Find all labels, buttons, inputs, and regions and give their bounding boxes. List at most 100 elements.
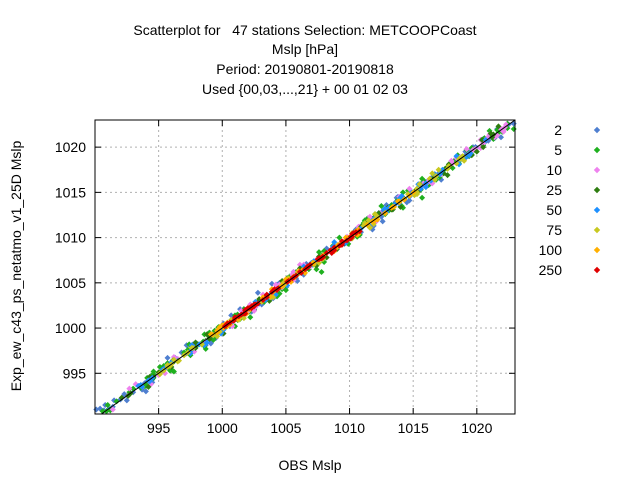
data-point <box>242 310 249 317</box>
data-point <box>439 166 446 173</box>
x-tick-label: 1005 <box>270 420 301 436</box>
x-tick-label: 1020 <box>461 420 492 436</box>
data-point <box>426 175 433 182</box>
grid-layer <box>95 120 515 414</box>
y-tick-label: 1005 <box>55 275 86 291</box>
data-point <box>463 145 470 152</box>
legend-marker-2 <box>593 126 601 134</box>
legend-marker-250 <box>593 266 601 274</box>
data-point <box>503 121 510 128</box>
legend-label-250: 250 <box>539 262 563 278</box>
data-point <box>145 383 152 390</box>
y-tick-label: 1010 <box>55 230 86 246</box>
data-point <box>331 239 338 246</box>
data-point <box>207 331 214 338</box>
data-point <box>113 398 120 405</box>
data-point <box>473 148 480 155</box>
data-point <box>331 247 338 254</box>
data-point <box>338 238 345 245</box>
legend-label-10: 10 <box>546 162 562 178</box>
data-point <box>379 218 386 225</box>
legend-marker-10 <box>593 166 601 174</box>
data-point <box>135 382 142 389</box>
data-point <box>247 314 254 321</box>
data-point <box>118 394 125 401</box>
data-point <box>263 291 270 298</box>
plot-frame <box>94 119 516 415</box>
data-point <box>123 397 130 404</box>
ticks-layer: 995 1000 1005 1010 1015 1020 995 1000 1005 1010 10… <box>55 120 515 436</box>
data-point <box>478 136 485 143</box>
data-point <box>500 128 507 135</box>
data-point <box>198 341 205 348</box>
data-point <box>444 172 451 179</box>
data-point <box>318 268 325 275</box>
data-point <box>99 408 106 415</box>
data-point <box>467 150 474 157</box>
legend-label-75: 75 <box>546 222 562 238</box>
data-point <box>240 315 247 322</box>
data-point <box>372 211 378 218</box>
data-point <box>416 181 423 188</box>
data-point <box>406 197 413 204</box>
y-tick-label: 1020 <box>55 139 86 155</box>
legend-label-50: 50 <box>546 202 562 218</box>
data-point <box>214 333 221 340</box>
data-point <box>453 160 460 167</box>
reference-line <box>101 119 516 415</box>
data-point <box>336 234 343 241</box>
legend-marker-5 <box>593 146 601 154</box>
y-axis-label: Exp_ew_c43_ps_netatmo_v1_25D Mslp <box>8 140 24 391</box>
legend-marker-25 <box>593 186 601 194</box>
legend-marker-50 <box>593 206 601 214</box>
x-axis-label: OBS Mslp <box>278 457 341 473</box>
data-point <box>422 183 429 190</box>
data-point <box>510 120 517 127</box>
chart-title-line-1: Scatterplot for 47 stations Selection: M… <box>133 22 477 38</box>
data-point <box>419 194 426 201</box>
x-tick-label: 1015 <box>398 420 429 436</box>
data-point <box>176 357 182 364</box>
data-point <box>302 269 308 276</box>
legend-label-100: 100 <box>539 242 563 258</box>
data-point <box>429 170 436 177</box>
data-point <box>272 281 279 288</box>
points-layer <box>93 120 517 415</box>
data-point <box>254 289 261 296</box>
legend-label-25: 25 <box>546 182 562 198</box>
legend-label-2: 2 <box>554 122 562 138</box>
y-tick-label: 1015 <box>55 184 86 200</box>
legend-marker-75 <box>593 226 601 234</box>
x-tick-label: 1010 <box>334 420 365 436</box>
data-point <box>417 185 424 192</box>
chart-title-line-3: Period: 20190801-20190818 <box>216 61 394 77</box>
data-point <box>170 368 177 375</box>
data-point <box>406 185 413 192</box>
data-point <box>419 175 426 182</box>
data-point <box>164 354 171 361</box>
data-point <box>316 249 322 256</box>
x-tick-label: 1000 <box>207 420 238 436</box>
chart-title-line-2: Mslp [hPa] <box>271 41 339 57</box>
chart-title-line-4: Used {00,03,...,21} + 00 01 02 03 <box>202 81 408 97</box>
data-point <box>313 266 320 273</box>
data-point <box>164 362 171 369</box>
data-point <box>394 198 401 205</box>
data-point <box>510 126 517 133</box>
data-point <box>435 166 442 173</box>
y-tick-label: 995 <box>63 365 87 381</box>
data-point <box>378 202 385 209</box>
data-point <box>104 401 111 408</box>
legend-label-5: 5 <box>554 142 562 158</box>
data-point <box>480 144 487 151</box>
legend-marker-100 <box>593 246 601 254</box>
data-point <box>146 378 153 385</box>
data-point <box>126 385 133 392</box>
x-tick-label: 995 <box>147 420 171 436</box>
data-point <box>109 406 116 413</box>
y-tick-label: 1000 <box>55 320 86 336</box>
data-point <box>495 123 502 130</box>
